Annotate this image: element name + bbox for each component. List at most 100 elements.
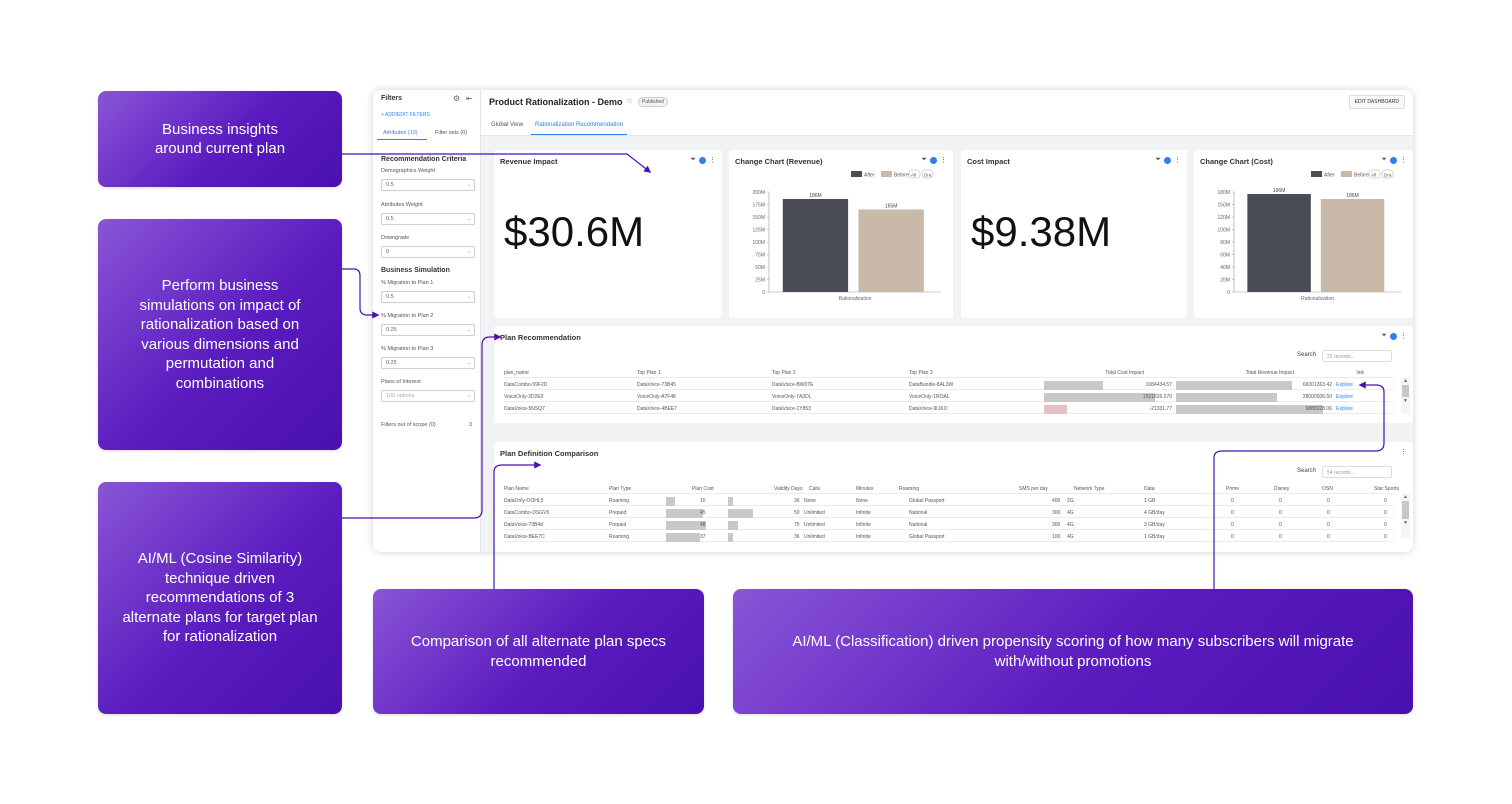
tab-filter-sets[interactable]: Filter sets (0)	[435, 130, 468, 136]
plan1-select[interactable]: 0.5 ⌄	[381, 291, 475, 303]
tab-rationalization-recommendation[interactable]: Rationalization Recommendation	[535, 122, 624, 128]
plan3-select[interactable]: 0.25 ⌄	[381, 357, 475, 369]
column-header[interactable]: Roaming	[899, 486, 920, 492]
plan-cost-bar	[666, 508, 704, 518]
cost-impact-value: $9.38M	[971, 208, 1112, 255]
info-badge-icon[interactable]	[1390, 332, 1397, 340]
column-header[interactable]: Disney	[1274, 486, 1290, 492]
attributes-select[interactable]: 0.5 ⌄	[381, 213, 475, 225]
validity-cell: 75	[794, 522, 800, 528]
filter-icon[interactable]: ⏷	[1381, 332, 1387, 339]
filter-icon[interactable]: ⏷	[1155, 156, 1161, 163]
table-scrollbar[interactable]: ▲ ▼	[1401, 494, 1410, 538]
column-header[interactable]: Plan Type	[609, 486, 632, 492]
data-cell: 1 GB	[1144, 498, 1156, 504]
legend-toggle-label: Dra	[1384, 173, 1392, 178]
more-options-icon[interactable]: ⋮	[1400, 449, 1407, 456]
column-header[interactable]: link	[1356, 370, 1364, 376]
table-row[interactable]: DataVoice-BEE7C Roaming 37 36 Unlimited Infin…	[504, 532, 1394, 542]
minutes-cell: Infinite	[856, 534, 871, 540]
info-badge-icon[interactable]	[1390, 156, 1397, 164]
scroll-down-icon[interactable]: ▼	[1403, 520, 1408, 526]
column-header[interactable]: Calls	[809, 486, 821, 492]
search-input[interactable]: 54 records...	[1322, 466, 1392, 478]
column-header[interactable]: Top Plan 1	[637, 370, 661, 376]
out-of-scope-label[interactable]: Filters out of scope (0)	[381, 422, 436, 428]
y-tick-label: 125M	[752, 227, 765, 233]
table-row[interactable]: DataCombo-59F2D DataVoice-73B45 DataVoice-…	[504, 380, 1394, 390]
plans-of-interest-select[interactable]: 100 options ⌄	[381, 390, 475, 402]
column-header[interactable]: Top Plan 3	[909, 370, 933, 376]
demographics-select[interactable]: 0.5 ⌄	[381, 179, 475, 191]
column-header[interactable]: Total Cost Impact	[1105, 370, 1144, 376]
explore-link[interactable]: Explore	[1336, 382, 1353, 388]
plan2-label: % Migration to Plan 2	[381, 313, 434, 319]
active-tab-underline	[531, 134, 627, 135]
explore-link[interactable]: Explore	[1336, 406, 1353, 412]
collapse-icon[interactable]: ⇤	[466, 94, 473, 103]
column-header[interactable]: Plan Cost	[692, 486, 714, 492]
tab-global-view[interactable]: Global View	[491, 122, 523, 128]
column-header[interactable]: Plan Name	[504, 486, 529, 492]
column-header[interactable]: OSN	[1322, 486, 1333, 492]
column-header[interactable]: Star Sports	[1374, 486, 1400, 492]
column-header[interactable]: Validity Days	[774, 486, 803, 492]
info-badge-icon[interactable]	[1164, 156, 1171, 164]
column-header[interactable]: Minutes	[856, 486, 874, 492]
card-title: Plan Definition Comparison	[500, 449, 599, 458]
search-input[interactable]: 22 records...	[1322, 350, 1392, 362]
plan2-select[interactable]: 0.25 ⌄	[381, 324, 475, 336]
table-scrollbar[interactable]: ▲ ▼	[1401, 378, 1410, 414]
column-header[interactable]: Network Type	[1074, 486, 1105, 492]
revenue-change-chart: After Before All Dra 0 25M 50M 75M 100M 125M 150M 1…	[752, 169, 941, 302]
table-row[interactable]: DataVoice-5NSQ7 DataVoice-4BEE7 DataVoice-…	[504, 404, 1394, 414]
scroll-thumb[interactable]	[1402, 501, 1409, 519]
explore-link[interactable]: Explore	[1336, 394, 1353, 400]
plans-of-interest-label: Plans of Interest	[381, 379, 421, 385]
scroll-up-icon[interactable]: ▲	[1403, 494, 1408, 500]
info-badge-icon[interactable]	[930, 156, 937, 164]
minutes-cell: None	[856, 498, 868, 504]
column-header[interactable]: Total Revenue Impact	[1245, 370, 1294, 376]
callout-cosine-similarity: AI/ML (Cosine Similarity) technique driv…	[98, 482, 342, 714]
y-tick-label: 40M	[1220, 265, 1230, 271]
dashboard-header: Product Rationalization - Demo ☆ Publish…	[481, 90, 1413, 114]
column-header[interactable]: Prime	[1226, 486, 1240, 492]
column-header[interactable]: SMS per day	[1019, 486, 1048, 492]
calls-cell: Unlimited	[804, 534, 825, 540]
scroll-thumb[interactable]	[1402, 385, 1409, 397]
more-options-icon[interactable]: ⋮	[1400, 333, 1407, 340]
filter-icon[interactable]: ⏷	[690, 156, 696, 163]
table-row[interactable]: DataVoice-73B4d Prepaid 48 75 Unlimited Infin…	[504, 520, 1394, 530]
table-row[interactable]: VoiceOnly-3D2E0 VoiceOnly-A7F4K VoiceOnly-…	[504, 392, 1394, 402]
edit-dashboard-button[interactable]: EDIT DASHBOARD	[1348, 95, 1405, 109]
prime-cell: 0	[1231, 498, 1234, 504]
more-options-icon[interactable]: ⋮	[1174, 157, 1181, 164]
validity-cell: 36	[794, 498, 800, 504]
star-icon[interactable]: ☆	[626, 96, 634, 105]
card-title: Plan Recommendation	[500, 333, 581, 342]
filter-icon[interactable]: ⏷	[921, 156, 927, 163]
more-options-icon[interactable]: ⋮	[1400, 157, 1407, 164]
more-options-icon[interactable]: ⋮	[940, 157, 947, 164]
add-filters-link[interactable]: + ADD/EDIT FILTERS	[381, 112, 430, 118]
column-header[interactable]: Top Plan 2	[772, 370, 796, 376]
data-cell: 3 GB/day	[1144, 522, 1165, 528]
dashboard-main: Product Rationalization - Demo ☆ Publish…	[481, 90, 1413, 552]
tab-attributes[interactable]: Attributes (10)	[383, 130, 418, 136]
column-header[interactable]: Data	[1144, 486, 1155, 492]
table-row[interactable]: DataCombo-DSGV5 Prepaid 45 50 Unlimited Infin…	[504, 508, 1394, 518]
validity-bar	[728, 496, 733, 506]
scroll-up-icon[interactable]: ▲	[1403, 378, 1408, 384]
more-options-icon[interactable]: ⋮	[709, 157, 716, 164]
scroll-down-icon[interactable]: ▼	[1403, 398, 1408, 404]
column-header[interactable]: plan_name	[504, 370, 529, 376]
info-badge-icon[interactable]	[699, 156, 706, 164]
downgrade-select[interactable]: 0 ⌄	[381, 246, 475, 258]
table-row[interactable]: DataOnly-OOHL5 Roaming 10 36 None None Global …	[504, 496, 1394, 506]
filter-icon[interactable]: ⏷	[1381, 156, 1387, 163]
settings-icon[interactable]: ⚙	[453, 94, 461, 103]
chevron-down-icon: ⌄	[466, 294, 471, 300]
y-tick-label: 0	[1227, 290, 1230, 296]
validity-bar	[728, 532, 733, 542]
